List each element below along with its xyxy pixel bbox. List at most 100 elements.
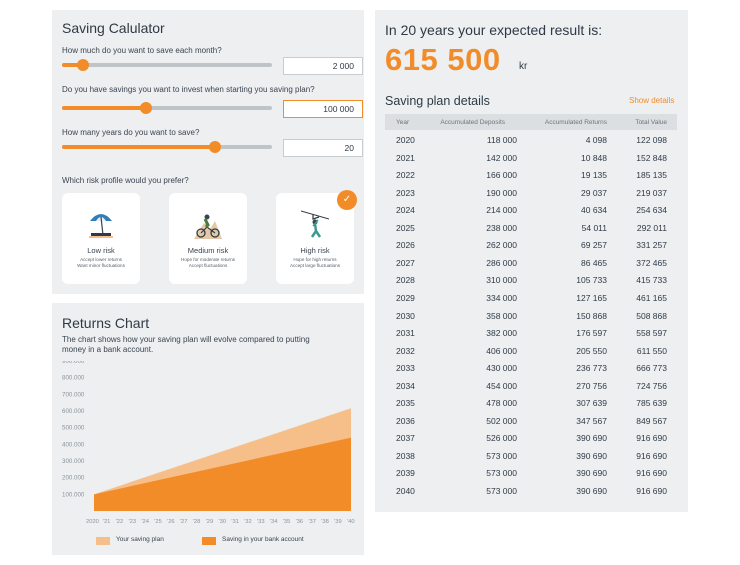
- table-row: 2022 166 000 19 135 185 135: [385, 166, 677, 184]
- risk-question: Which risk profile would you prefer?: [62, 176, 189, 185]
- cell-total: 372 465: [636, 257, 667, 268]
- cell-total: 292 011: [636, 222, 667, 233]
- table-row: 2023 190 000 29 037 219 037: [385, 184, 677, 202]
- cell-year: 2020: [396, 135, 415, 145]
- cell-deposits: 190 000: [486, 187, 517, 198]
- risk-card-medium[interactable]: Medium risk Hope for moderate returns Ac…: [169, 193, 247, 284]
- cell-returns: 54 011: [581, 222, 607, 233]
- y-tick-label: 500.000: [62, 425, 85, 432]
- x-tick-label: '36: [296, 519, 304, 525]
- cell-deposits: 238 000: [486, 222, 517, 233]
- table-row: 2029 334 000 127 165 461 165: [385, 289, 677, 307]
- years-input[interactable]: 20: [283, 139, 363, 157]
- cell-returns: 390 690: [576, 433, 607, 444]
- table-row: 2020 118 000 4 098 122 098: [385, 131, 677, 149]
- result-heading: In 20 years your expected result is:: [385, 22, 603, 38]
- returns-chart-description: The chart shows how your saving plan wil…: [62, 335, 310, 354]
- cell-returns: 4 098: [585, 135, 607, 145]
- cell-total: 724 756: [636, 380, 667, 391]
- years-slider-handle[interactable]: [209, 141, 222, 153]
- cell-returns: 150 868: [576, 310, 607, 321]
- legend-swatch-bank: [202, 537, 216, 545]
- risk-card-low[interactable]: Low risk Accept lower returns Want minor…: [62, 193, 140, 284]
- cell-year: 2033: [396, 363, 415, 374]
- table-row: 2033 430 000 236 773 666 773: [385, 359, 677, 377]
- cell-total: 152 848: [636, 152, 667, 163]
- x-tick-label: '31: [231, 519, 239, 525]
- x-tick-label: '35: [283, 519, 291, 525]
- returns-chart-title: Returns Chart: [62, 315, 150, 331]
- x-tick-label: '24: [141, 519, 149, 525]
- cell-year: 2024: [396, 205, 415, 216]
- cell-deposits: 286 000: [486, 257, 517, 268]
- cell-deposits: 526 000: [486, 433, 517, 444]
- cell-year: 2036: [396, 415, 415, 426]
- cell-total: 611 550: [636, 345, 667, 356]
- initial-savings-input[interactable]: 100 000: [283, 100, 363, 118]
- x-tick-label: '23: [129, 519, 137, 525]
- table-row: 2031 382 000 176 597 558 597: [385, 324, 677, 342]
- x-tick-label: '32: [244, 519, 252, 525]
- y-tick-label: 600.000: [62, 408, 85, 415]
- col-deposits: Accumulated Deposits: [440, 119, 505, 126]
- cell-year: 2023: [396, 187, 415, 198]
- table-row: 2034 454 000 270 756 724 756: [385, 377, 677, 395]
- cell-total: 185 135: [636, 170, 667, 181]
- expected-result-amount: 615 500: [385, 42, 501, 77]
- beach-umbrella-icon: [89, 214, 113, 238]
- cell-year: 2031: [396, 328, 415, 339]
- cell-year: 2026: [396, 240, 415, 251]
- cell-deposits: 573 000: [486, 486, 517, 496]
- series-area-bank-account: [94, 437, 351, 511]
- cell-total: 916 690: [636, 450, 667, 461]
- years-slider[interactable]: [62, 141, 272, 153]
- cell-deposits: 454 000: [486, 380, 517, 391]
- x-tick-label: '37: [308, 519, 316, 525]
- zipline-icon: [301, 210, 329, 238]
- x-tick-label: '29: [206, 519, 214, 525]
- y-tick-label: 300.000: [62, 458, 85, 465]
- table-row: 2035 478 000 307 639 785 639: [385, 394, 677, 412]
- cell-year: 2030: [396, 310, 415, 321]
- cell-returns: 69 257: [581, 240, 607, 251]
- cell-year: 2039: [396, 468, 415, 479]
- initial-savings-slider-fill: [62, 106, 146, 110]
- cell-total: 461 165: [636, 292, 667, 303]
- x-tick-label: '22: [116, 519, 124, 525]
- legend-label-plan: Your saving plan: [116, 536, 164, 543]
- legend-swatch-plan: [96, 537, 110, 545]
- cell-total: 254 634: [636, 205, 667, 216]
- monthly-slider-fill: [62, 63, 83, 67]
- cell-deposits: 502 000: [486, 415, 517, 426]
- cell-returns: 390 690: [576, 450, 607, 461]
- monthly-slider-handle[interactable]: [77, 59, 89, 71]
- years-question: How many years do you want to save?: [62, 128, 200, 137]
- table-row: 2039 573 000 390 690 916 690: [385, 464, 677, 482]
- x-tick-label: '25: [154, 519, 162, 525]
- cell-year: 2021: [396, 152, 415, 163]
- table-row: 2026 262 000 69 257 331 257: [385, 236, 677, 254]
- x-tick-label: '40: [347, 519, 355, 525]
- risk-card-title: Medium risk: [187, 246, 229, 255]
- risk-card-description: Hope for high returns Accept large fluct…: [289, 257, 341, 268]
- cell-total: 666 773: [636, 363, 667, 374]
- x-tick-label: '30: [219, 519, 227, 525]
- y-tick-label: 100.000: [62, 491, 85, 498]
- cell-returns: 86 465: [581, 257, 607, 268]
- show-details-link[interactable]: Show details: [629, 96, 675, 105]
- cell-deposits: 478 000: [486, 398, 517, 409]
- x-tick-label: '39: [334, 519, 342, 525]
- initial-savings-slider-handle[interactable]: [140, 102, 152, 114]
- col-year: Year: [396, 119, 410, 126]
- x-tick-label: '33: [257, 519, 265, 525]
- x-tick-label: '34: [270, 519, 278, 525]
- table-row: 2027 286 000 86 465 372 465: [385, 254, 677, 272]
- cell-total: 415 733: [636, 275, 667, 286]
- monthly-amount-input[interactable]: 2 000: [283, 57, 363, 75]
- table-row: 2038 573 000 390 690 916 690: [385, 447, 677, 465]
- years-slider-fill: [62, 145, 216, 149]
- cell-returns: 127 165: [576, 292, 607, 303]
- y-tick-label: 800.000: [62, 375, 85, 382]
- monthly-slider[interactable]: [62, 59, 272, 71]
- initial-savings-slider[interactable]: [62, 102, 272, 114]
